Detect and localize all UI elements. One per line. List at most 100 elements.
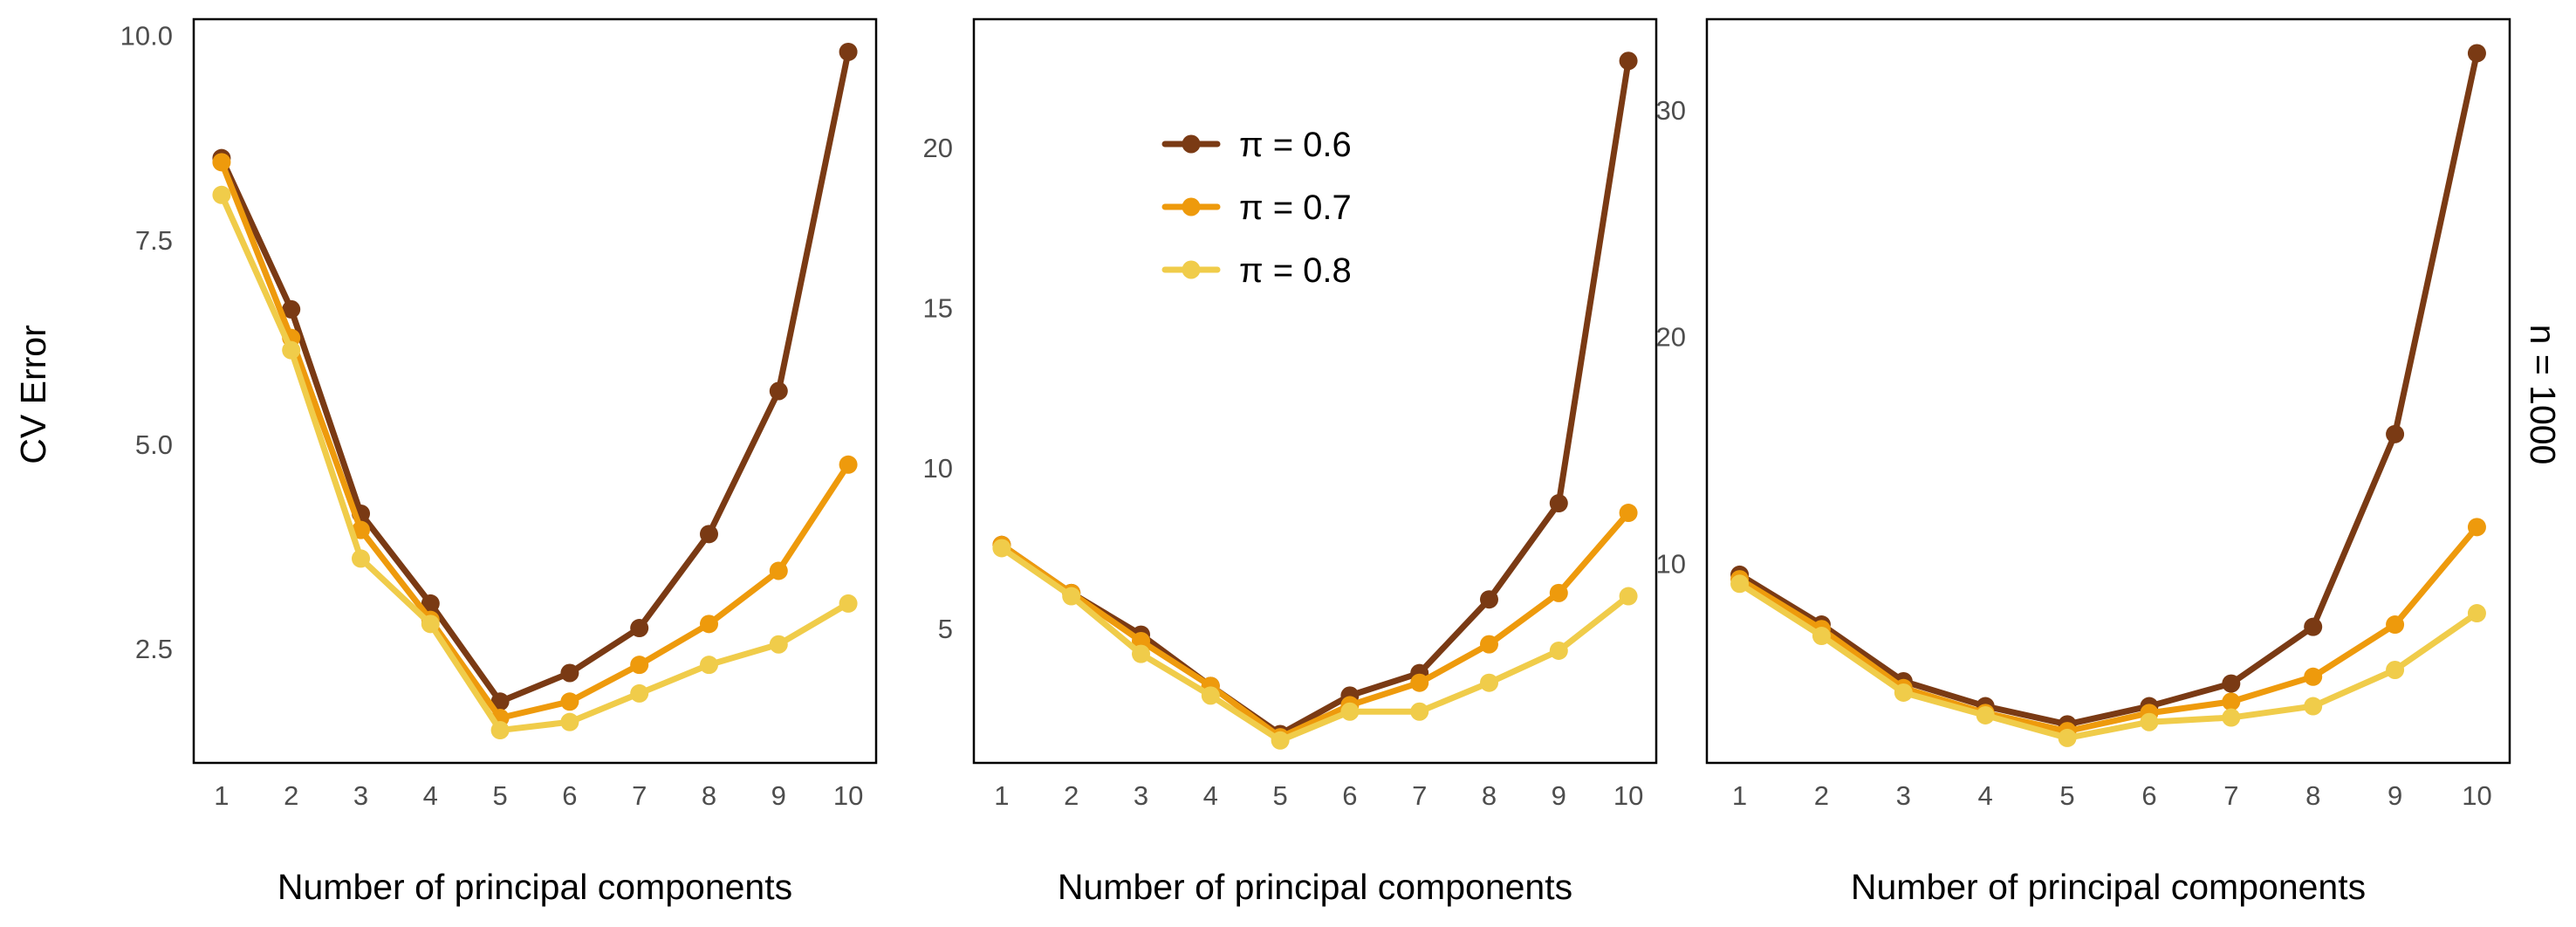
data-point xyxy=(630,656,649,675)
data-point xyxy=(2304,667,2323,686)
x-tick-label: 8 xyxy=(702,780,716,811)
data-point xyxy=(282,299,301,319)
series-line xyxy=(998,510,1632,741)
data-point xyxy=(2222,708,2241,727)
y-tick-label: 2.5 xyxy=(135,634,173,664)
panel-2: 1 2 3 4 5 6 7 8 9 10 5 10 15 20 Number of principal co… xyxy=(923,17,1658,907)
y-axis-title: CV Error xyxy=(13,325,53,464)
x-tick-label: 4 xyxy=(1203,780,1218,811)
x-axis-title: Number of principal components xyxy=(277,867,792,907)
data-point xyxy=(212,185,231,204)
data-point xyxy=(212,153,231,172)
x-tick-label: 8 xyxy=(2305,780,2320,811)
x-tick-label: 7 xyxy=(2223,780,2238,811)
y-tick-label: 10 xyxy=(1656,548,1686,579)
data-point xyxy=(839,594,858,613)
data-point xyxy=(490,692,510,711)
data-point xyxy=(2467,604,2486,623)
data-point xyxy=(421,594,440,613)
data-point xyxy=(560,692,579,711)
data-point xyxy=(282,340,301,360)
panel-frame xyxy=(1705,17,2511,765)
data-point xyxy=(1479,590,1498,609)
data-point xyxy=(2386,424,2405,443)
legend-key-point xyxy=(1182,260,1201,279)
data-point xyxy=(839,455,858,474)
x-tick-label: 7 xyxy=(1412,780,1427,811)
data-point xyxy=(1062,587,1081,606)
x-tick-label: 6 xyxy=(562,780,577,811)
data-point xyxy=(1619,504,1638,523)
series-line xyxy=(1737,524,2480,735)
x-tick-label: 3 xyxy=(1134,780,1148,811)
x-tick-label: 1 xyxy=(994,780,1009,811)
data-point xyxy=(1410,702,1429,721)
legend-label: π = 0.6 xyxy=(1239,126,1352,164)
data-point xyxy=(699,656,718,675)
legend-label: π = 0.7 xyxy=(1239,189,1352,227)
panel-1: 1 2 3 4 5 6 7 8 9 10 2.5 5.0 7.5 10.0 Number of princi… xyxy=(120,17,878,907)
data-point xyxy=(1410,673,1429,692)
data-point xyxy=(1340,702,1360,721)
data-point xyxy=(2304,617,2323,636)
data-point xyxy=(1132,644,1151,663)
series-line xyxy=(218,159,852,722)
data-point xyxy=(1894,683,1913,702)
data-point xyxy=(1201,686,1220,705)
data-point xyxy=(2386,661,2405,679)
data-point xyxy=(699,525,718,544)
y-tick-label: 20 xyxy=(923,133,953,163)
data-point xyxy=(1976,705,1995,724)
x-axis-title: Number of principal components xyxy=(1851,867,2366,907)
y-tick-label: 5 xyxy=(938,614,953,644)
panel-3: 1 2 3 4 5 6 7 8 9 10 10 20 30 Number of principal com… xyxy=(1656,17,2511,907)
x-tick-label: 2 xyxy=(284,780,298,811)
data-point xyxy=(630,619,649,638)
x-tick-label: 6 xyxy=(2141,780,2156,811)
data-point xyxy=(560,712,579,731)
data-point xyxy=(1132,631,1151,650)
data-point xyxy=(839,42,858,61)
data-point xyxy=(2304,697,2323,716)
x-tick-label: 4 xyxy=(1978,780,1993,811)
x-tick-label: 5 xyxy=(1272,780,1287,811)
x-tick-label: 2 xyxy=(1814,780,1829,811)
data-point xyxy=(2467,518,2486,537)
y-tick-label: 15 xyxy=(923,293,953,324)
legend-key-point xyxy=(1182,134,1201,154)
y-tick-label: 30 xyxy=(1656,95,1686,126)
x-tick-label: 9 xyxy=(2388,780,2402,811)
panels-group: 1 2 3 4 5 6 7 8 9 10 2.5 5.0 7.5 10.0 Number of princi… xyxy=(120,17,2511,907)
data-point xyxy=(769,381,788,401)
data-point xyxy=(352,520,371,539)
data-point xyxy=(769,635,788,654)
y-tick-label: 7.5 xyxy=(135,225,173,256)
y-tick-label: 5.0 xyxy=(135,429,173,460)
data-point xyxy=(2467,44,2486,63)
data-point xyxy=(1271,731,1290,750)
x-tick-label: 9 xyxy=(771,780,786,811)
data-point xyxy=(421,615,440,634)
data-point xyxy=(1479,635,1498,654)
x-tick-label: 2 xyxy=(1064,780,1079,811)
x-tick-label: 10 xyxy=(1613,780,1643,811)
data-point xyxy=(1549,494,1568,513)
x-tick-label: 3 xyxy=(353,780,368,811)
x-tick-label: 7 xyxy=(632,780,647,811)
x-tick-label: 4 xyxy=(423,780,438,811)
x-tick-label: 10 xyxy=(833,780,863,811)
data-point xyxy=(2058,728,2077,747)
x-tick-label: 5 xyxy=(492,780,507,811)
data-point xyxy=(1812,627,1831,646)
legend: π = 0.6 π = 0.7 π = 0.8 xyxy=(1161,126,1352,290)
data-point xyxy=(2140,712,2159,731)
data-point xyxy=(490,721,510,740)
data-point xyxy=(352,549,371,568)
x-tick-label: 1 xyxy=(214,780,229,811)
data-point xyxy=(2222,674,2241,693)
x-tick-label: 5 xyxy=(2059,780,2074,811)
series-line xyxy=(998,545,1632,744)
data-point xyxy=(769,561,788,580)
x-tick-label: 9 xyxy=(1552,780,1566,811)
